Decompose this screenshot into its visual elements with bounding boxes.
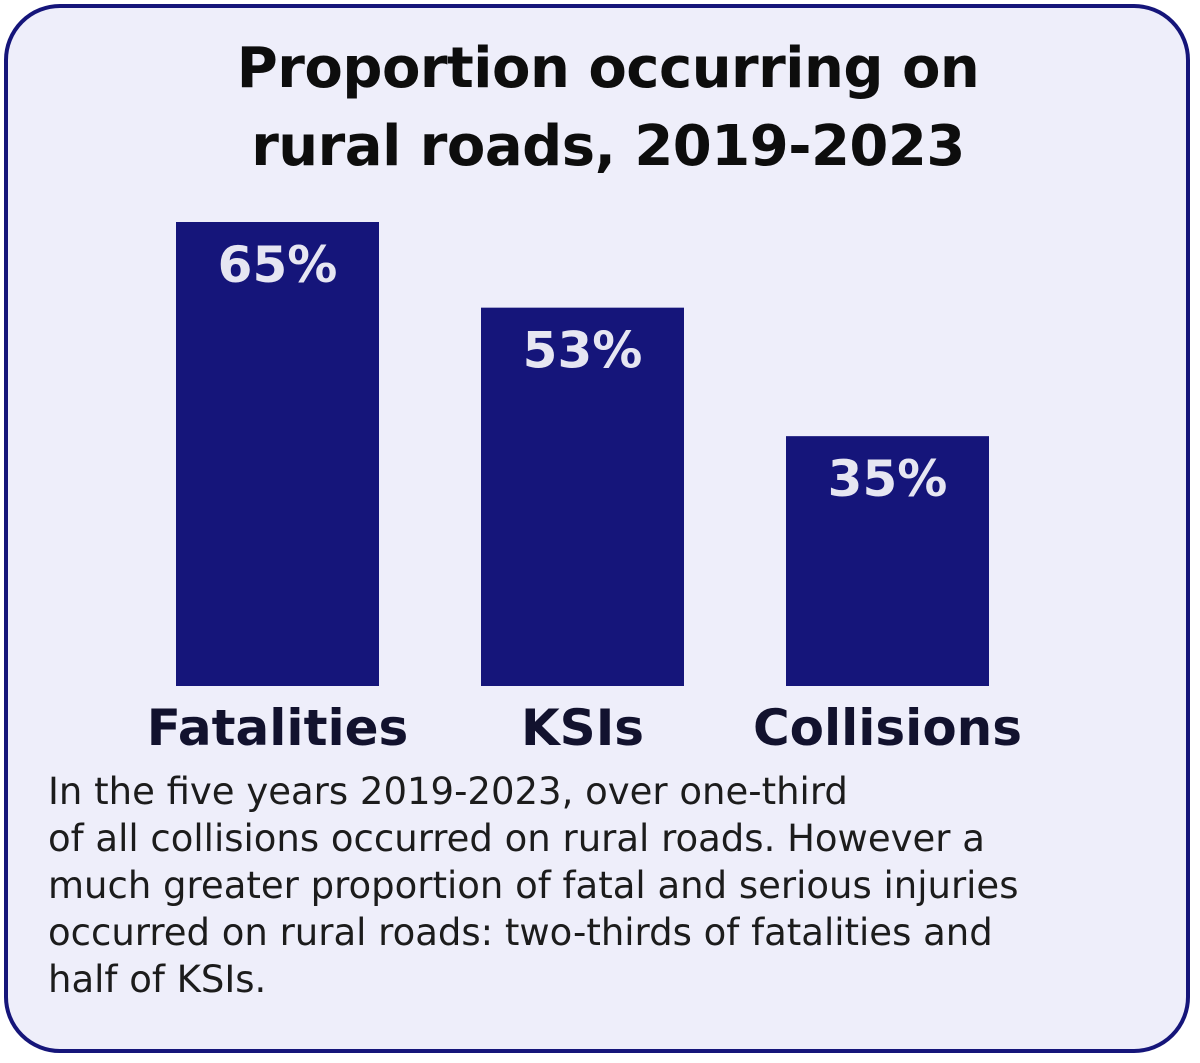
data-label-ksis: 53% [523,322,643,380]
caption-line-2: of all collisions occurred on rural road… [48,817,985,860]
caption-line-3: much greater proportion of fatal and ser… [48,864,1019,907]
caption-line-5: half of KSIs. [48,958,267,1001]
data-label-fatalities: 65% [218,236,338,294]
category-label-ksis: KSIs [521,699,644,757]
bar-ksis [481,307,684,686]
bar-chart: 65% Fatalities 53% KSIs 35% Collisions [147,222,1022,757]
bar-collisions [786,436,989,686]
bar-fatalities [176,222,379,686]
caption-line-1: In the five years 2019-2023, over one-th… [48,770,848,813]
chart-title-line-1: Proportion occurring on [236,36,980,101]
data-label-collisions: 35% [828,450,948,508]
category-label-fatalities: Fatalities [147,699,409,757]
chart-title-line-2: rural roads, 2019-2023 [251,114,965,179]
chart-caption: In the five years 2019-2023, over one-th… [48,768,1178,1003]
chart-title: Proportion occurring on rural roads, 201… [168,30,1048,186]
caption-line-4: occurred on rural roads: two-thirds of f… [48,911,993,954]
category-label-collisions: Collisions [753,699,1022,757]
